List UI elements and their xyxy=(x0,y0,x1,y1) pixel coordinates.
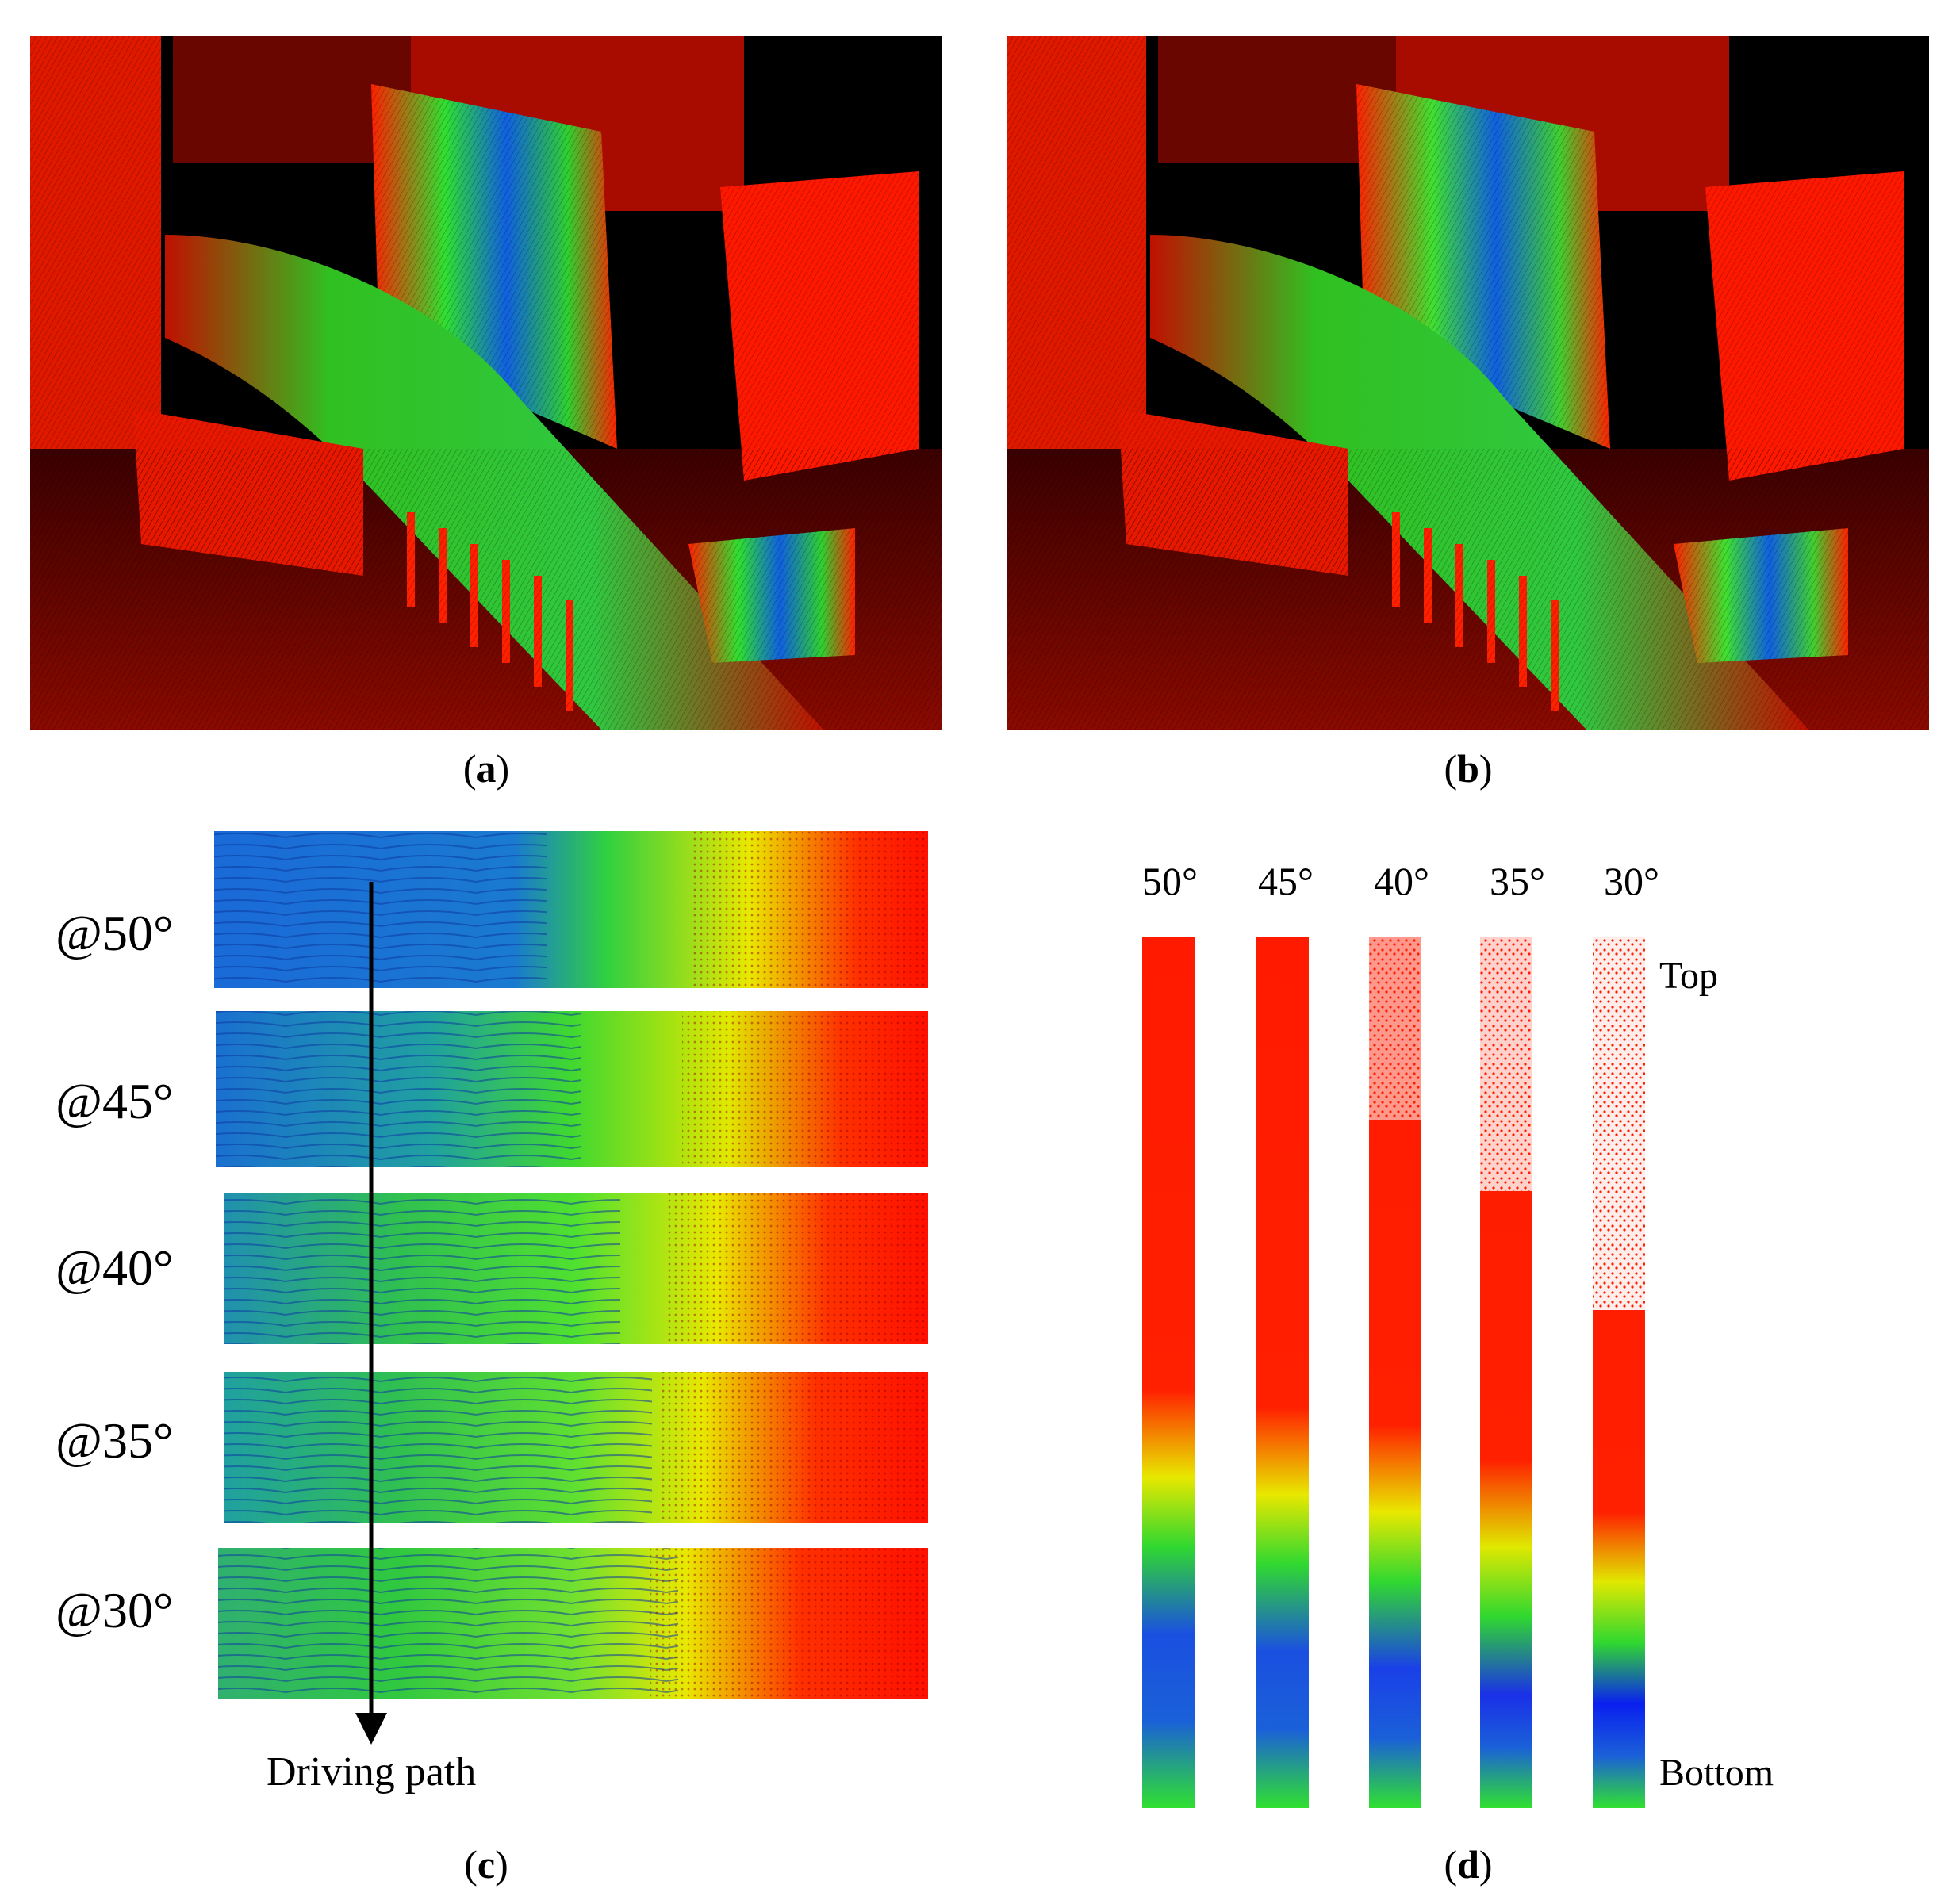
strip-label-50: @50° xyxy=(56,905,174,961)
strip-label-45: @45° xyxy=(56,1073,174,1129)
panel-c-strips xyxy=(0,817,952,1768)
bottom-label: Bottom xyxy=(1659,1752,1774,1794)
panel-a-label: (a) xyxy=(462,746,510,791)
top-label: Top xyxy=(1659,955,1718,997)
driving-path-label: Driving path xyxy=(267,1749,477,1795)
strip-label-35: @35° xyxy=(56,1412,174,1469)
column-label-30: 30° xyxy=(1604,859,1659,903)
strip-label-40: @40° xyxy=(56,1239,174,1296)
column-label-45: 45° xyxy=(1258,859,1314,903)
panel-b-label: (b) xyxy=(1444,746,1493,791)
column-label-40: 40° xyxy=(1374,859,1429,903)
panel-b-image xyxy=(1007,36,1929,730)
column-label-50: 50° xyxy=(1142,859,1198,903)
column-label-35: 35° xyxy=(1490,859,1545,903)
panel-d-columns xyxy=(1126,928,1682,1808)
panel-d-label: (d) xyxy=(1444,1842,1493,1887)
strip-label-30: @30° xyxy=(56,1582,174,1638)
panel-c-label: (c) xyxy=(464,1842,508,1887)
panel-a-image xyxy=(30,36,942,730)
